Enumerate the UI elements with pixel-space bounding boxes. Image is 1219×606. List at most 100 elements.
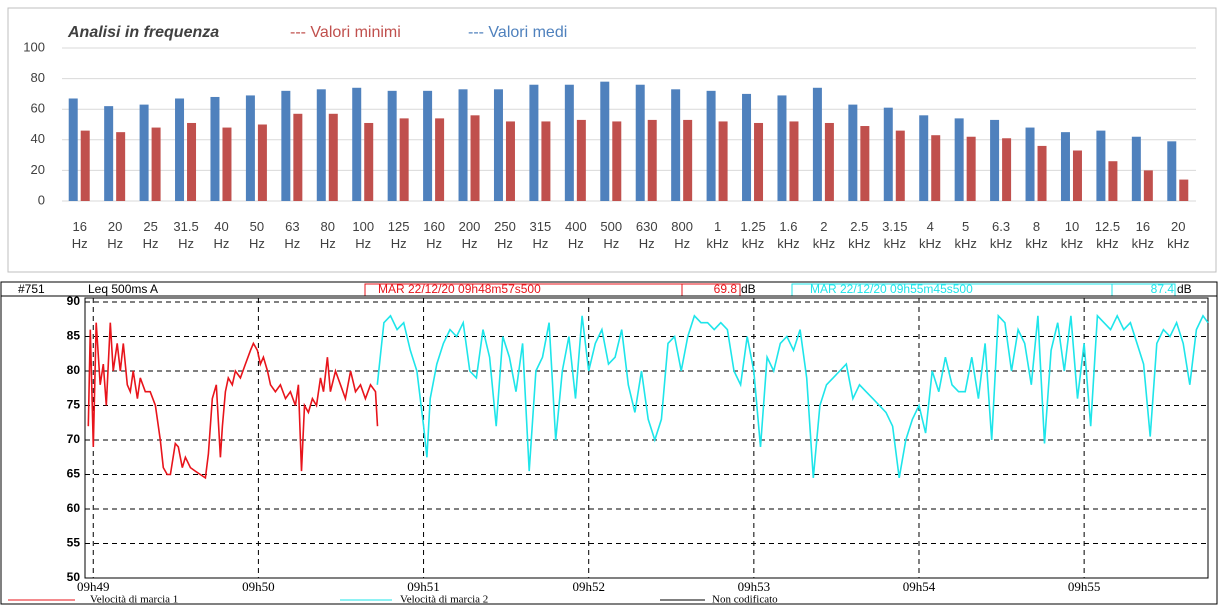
x-tick-label: 125 Hz	[387, 219, 410, 251]
x-tick-label: 160 Hz	[423, 219, 445, 251]
header-start: MAR 22/12/20 09h48m57s500	[378, 282, 541, 296]
bar	[1002, 138, 1012, 201]
x-tick-label: 3.15 kHz	[882, 219, 908, 251]
bar	[387, 90, 397, 201]
legend-entry: Velocità di marcia 2	[400, 594, 488, 606]
y-tick-label: 70	[67, 432, 81, 446]
bar	[789, 121, 799, 201]
bar	[1072, 150, 1082, 201]
y-tick-label: 90	[67, 294, 81, 308]
legend-entry: Velocità di marcia 1	[90, 594, 178, 606]
bar	[919, 115, 929, 201]
bar	[742, 93, 752, 201]
bar	[824, 122, 834, 201]
header-measure: Leq 500ms A	[88, 282, 158, 296]
bar	[612, 121, 622, 201]
x-tick-label: 09h55	[1068, 579, 1101, 594]
bar	[222, 127, 232, 201]
bar	[470, 115, 480, 201]
y-tick-label: 100	[23, 39, 45, 54]
x-tick-label: 16 Hz	[71, 219, 88, 251]
y-tick-label: 85	[67, 329, 81, 343]
x-tick-label: 2 kHz	[812, 219, 836, 251]
header-end: MAR 22/12/20 09h55m45s500	[810, 282, 973, 296]
x-tick-label: 315 Hz	[529, 219, 552, 251]
bar	[316, 89, 326, 201]
bar	[647, 119, 657, 201]
bar	[541, 121, 551, 201]
bar	[293, 113, 303, 201]
bar	[895, 130, 905, 201]
bar	[68, 98, 78, 201]
bar	[990, 119, 1000, 201]
x-tick-label: 09h51	[407, 579, 440, 594]
bar	[364, 122, 374, 201]
bar	[848, 104, 858, 201]
x-tick-label: 250 Hz	[494, 219, 516, 251]
y-tick-label: 75	[67, 398, 81, 412]
bar	[80, 130, 90, 201]
x-tick-label: 31.5 Hz	[173, 219, 199, 251]
x-tick-label: 09h52	[572, 579, 605, 594]
bar	[423, 90, 433, 201]
x-tick-label: 09h53	[738, 579, 771, 594]
bar	[245, 95, 255, 201]
chart-title: Analisi in frequenza	[67, 24, 219, 41]
y-tick-label: 20	[31, 162, 45, 177]
bar	[116, 132, 126, 201]
bar	[1060, 132, 1070, 201]
series-line	[87, 322, 379, 480]
header-start-value: 69.8	[714, 282, 738, 296]
bar-chart-frame	[7, 7, 1217, 273]
bar	[706, 90, 716, 201]
x-tick-label: 100 Hz	[352, 219, 375, 251]
x-tick-label: 1 kHz	[706, 219, 729, 251]
bar	[352, 87, 362, 201]
bar	[683, 119, 693, 201]
bar	[257, 124, 267, 201]
y-tick-label: 55	[67, 536, 81, 550]
x-tick-label: 20 Hz	[107, 219, 124, 251]
bar	[812, 87, 822, 201]
x-tick-label: 10 kHz	[1060, 219, 1084, 251]
bar	[671, 89, 681, 201]
bar	[104, 106, 114, 201]
bar	[754, 122, 764, 201]
bar	[187, 122, 197, 201]
bar	[151, 127, 161, 201]
bar	[1096, 130, 1106, 201]
x-tick-label: 1.25 kHz	[740, 219, 766, 251]
bar	[493, 89, 503, 201]
bar	[529, 84, 539, 201]
bar	[1179, 179, 1189, 201]
y-tick-label: 0	[38, 192, 45, 207]
y-tick-label: 40	[31, 131, 45, 146]
x-tick-label: 8 kHz	[1025, 219, 1048, 251]
bar	[954, 118, 964, 201]
bar	[328, 113, 338, 201]
bar	[718, 121, 728, 201]
x-tick-label: 2.5 kHz	[848, 219, 871, 251]
x-tick-label: 09h49	[77, 579, 110, 594]
x-tick-label: 500 Hz	[600, 219, 623, 251]
y-tick-label: 80	[67, 363, 81, 377]
line-chart-frame	[0, 281, 1218, 605]
bar	[931, 135, 941, 201]
bar	[1131, 136, 1141, 201]
x-tick-label: 09h54	[903, 579, 936, 594]
x-tick-label: 80 Hz	[319, 219, 336, 251]
x-tick-label: 800 Hz	[671, 219, 693, 251]
bar	[139, 104, 149, 201]
y-tick-label: 50	[67, 570, 81, 584]
bar	[564, 84, 574, 201]
bar	[175, 98, 185, 201]
header-unit: dB	[741, 282, 756, 296]
bar	[883, 107, 893, 201]
x-tick-label: 400 Hz	[564, 219, 587, 251]
legend-entry: --- Valori minimi	[290, 24, 401, 41]
header-end-value: 87.4	[1151, 282, 1175, 296]
bar	[1108, 161, 1118, 201]
x-tick-label: 12.5 kHz	[1094, 219, 1121, 251]
bar	[399, 118, 409, 201]
